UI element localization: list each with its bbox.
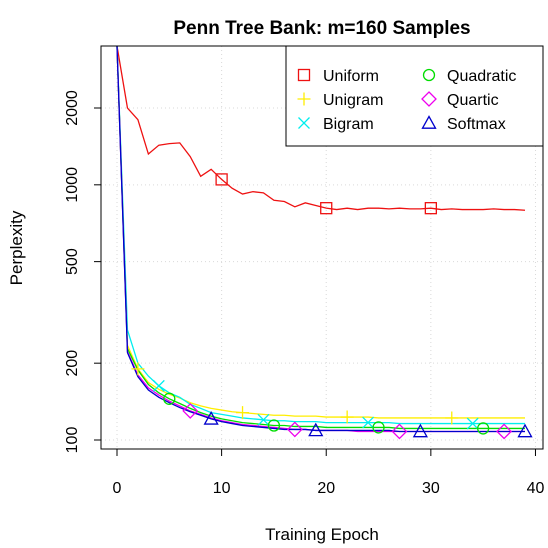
legend-marker-bigram xyxy=(298,117,310,129)
x-axis-label: Training Epoch xyxy=(265,525,379,544)
legend-marker-quadratic xyxy=(422,68,436,82)
legend-label-bigram: Bigram xyxy=(323,116,374,133)
marker-uniform xyxy=(320,202,333,215)
legend-label-softmax: Softmax xyxy=(447,116,506,133)
marker-bigram xyxy=(152,379,165,392)
legend-label-quadratic: Quadratic xyxy=(447,68,516,85)
marker-unigram xyxy=(340,410,354,424)
marker-quartic xyxy=(391,423,408,440)
marker-unigram xyxy=(445,411,459,425)
chart-title: Penn Tree Bank: m=160 Samples xyxy=(173,18,470,39)
marker-quadratic xyxy=(267,419,281,432)
marker-uniform xyxy=(215,173,228,186)
marker-unigram xyxy=(131,362,145,376)
x-tick-label: 30 xyxy=(422,480,440,497)
series-markers xyxy=(131,173,533,440)
x-tick-label: 40 xyxy=(527,480,545,497)
series-line-quadratic xyxy=(116,46,525,430)
legend-marker-uniform xyxy=(297,68,311,82)
y-tick-label: 2000 xyxy=(64,90,81,126)
marker-uniform xyxy=(424,202,437,215)
marker-quadratic xyxy=(372,421,385,434)
series-line-bigram xyxy=(116,46,525,425)
marker-bigram xyxy=(362,416,375,429)
y-axis-label: Perplexity xyxy=(7,210,26,285)
marker-quartic xyxy=(496,423,512,440)
legend-label-quartic: Quartic xyxy=(447,92,499,109)
marker-quartic xyxy=(182,403,199,419)
marker-softmax xyxy=(517,423,533,438)
legend-label-unigram: Unigram xyxy=(323,92,383,109)
legend-marker-unigram xyxy=(297,92,311,106)
legend-marker-softmax xyxy=(421,115,437,129)
marker-bigram xyxy=(466,417,479,430)
legend-box xyxy=(285,45,544,147)
marker-quadratic xyxy=(163,392,176,405)
legend: Uniform Unigram Bigram Quadratic Quartic Soft… xyxy=(285,45,544,147)
y-tick-label: 1000 xyxy=(64,167,81,203)
marker-unigram xyxy=(236,406,250,420)
y-tick-label: 100 xyxy=(64,427,81,454)
x-tick-label: 20 xyxy=(317,480,335,497)
marker-quartic xyxy=(286,421,303,438)
y-tick-label: 200 xyxy=(64,350,81,377)
y-tick-label: 500 xyxy=(64,248,81,275)
x-tick-label: 0 xyxy=(113,480,122,497)
marker-bigram xyxy=(257,413,270,426)
x-tick-label: 10 xyxy=(213,480,231,497)
legend-label-uniform: Uniform xyxy=(323,68,379,85)
marker-quadratic xyxy=(477,422,490,435)
legend-marker-quartic xyxy=(421,91,437,107)
marker-softmax xyxy=(203,411,219,425)
marker-softmax xyxy=(308,422,324,437)
marker-softmax xyxy=(412,423,428,438)
axes: 0 10 20 30 40 100 200 500 1000 2000 xyxy=(64,90,544,497)
